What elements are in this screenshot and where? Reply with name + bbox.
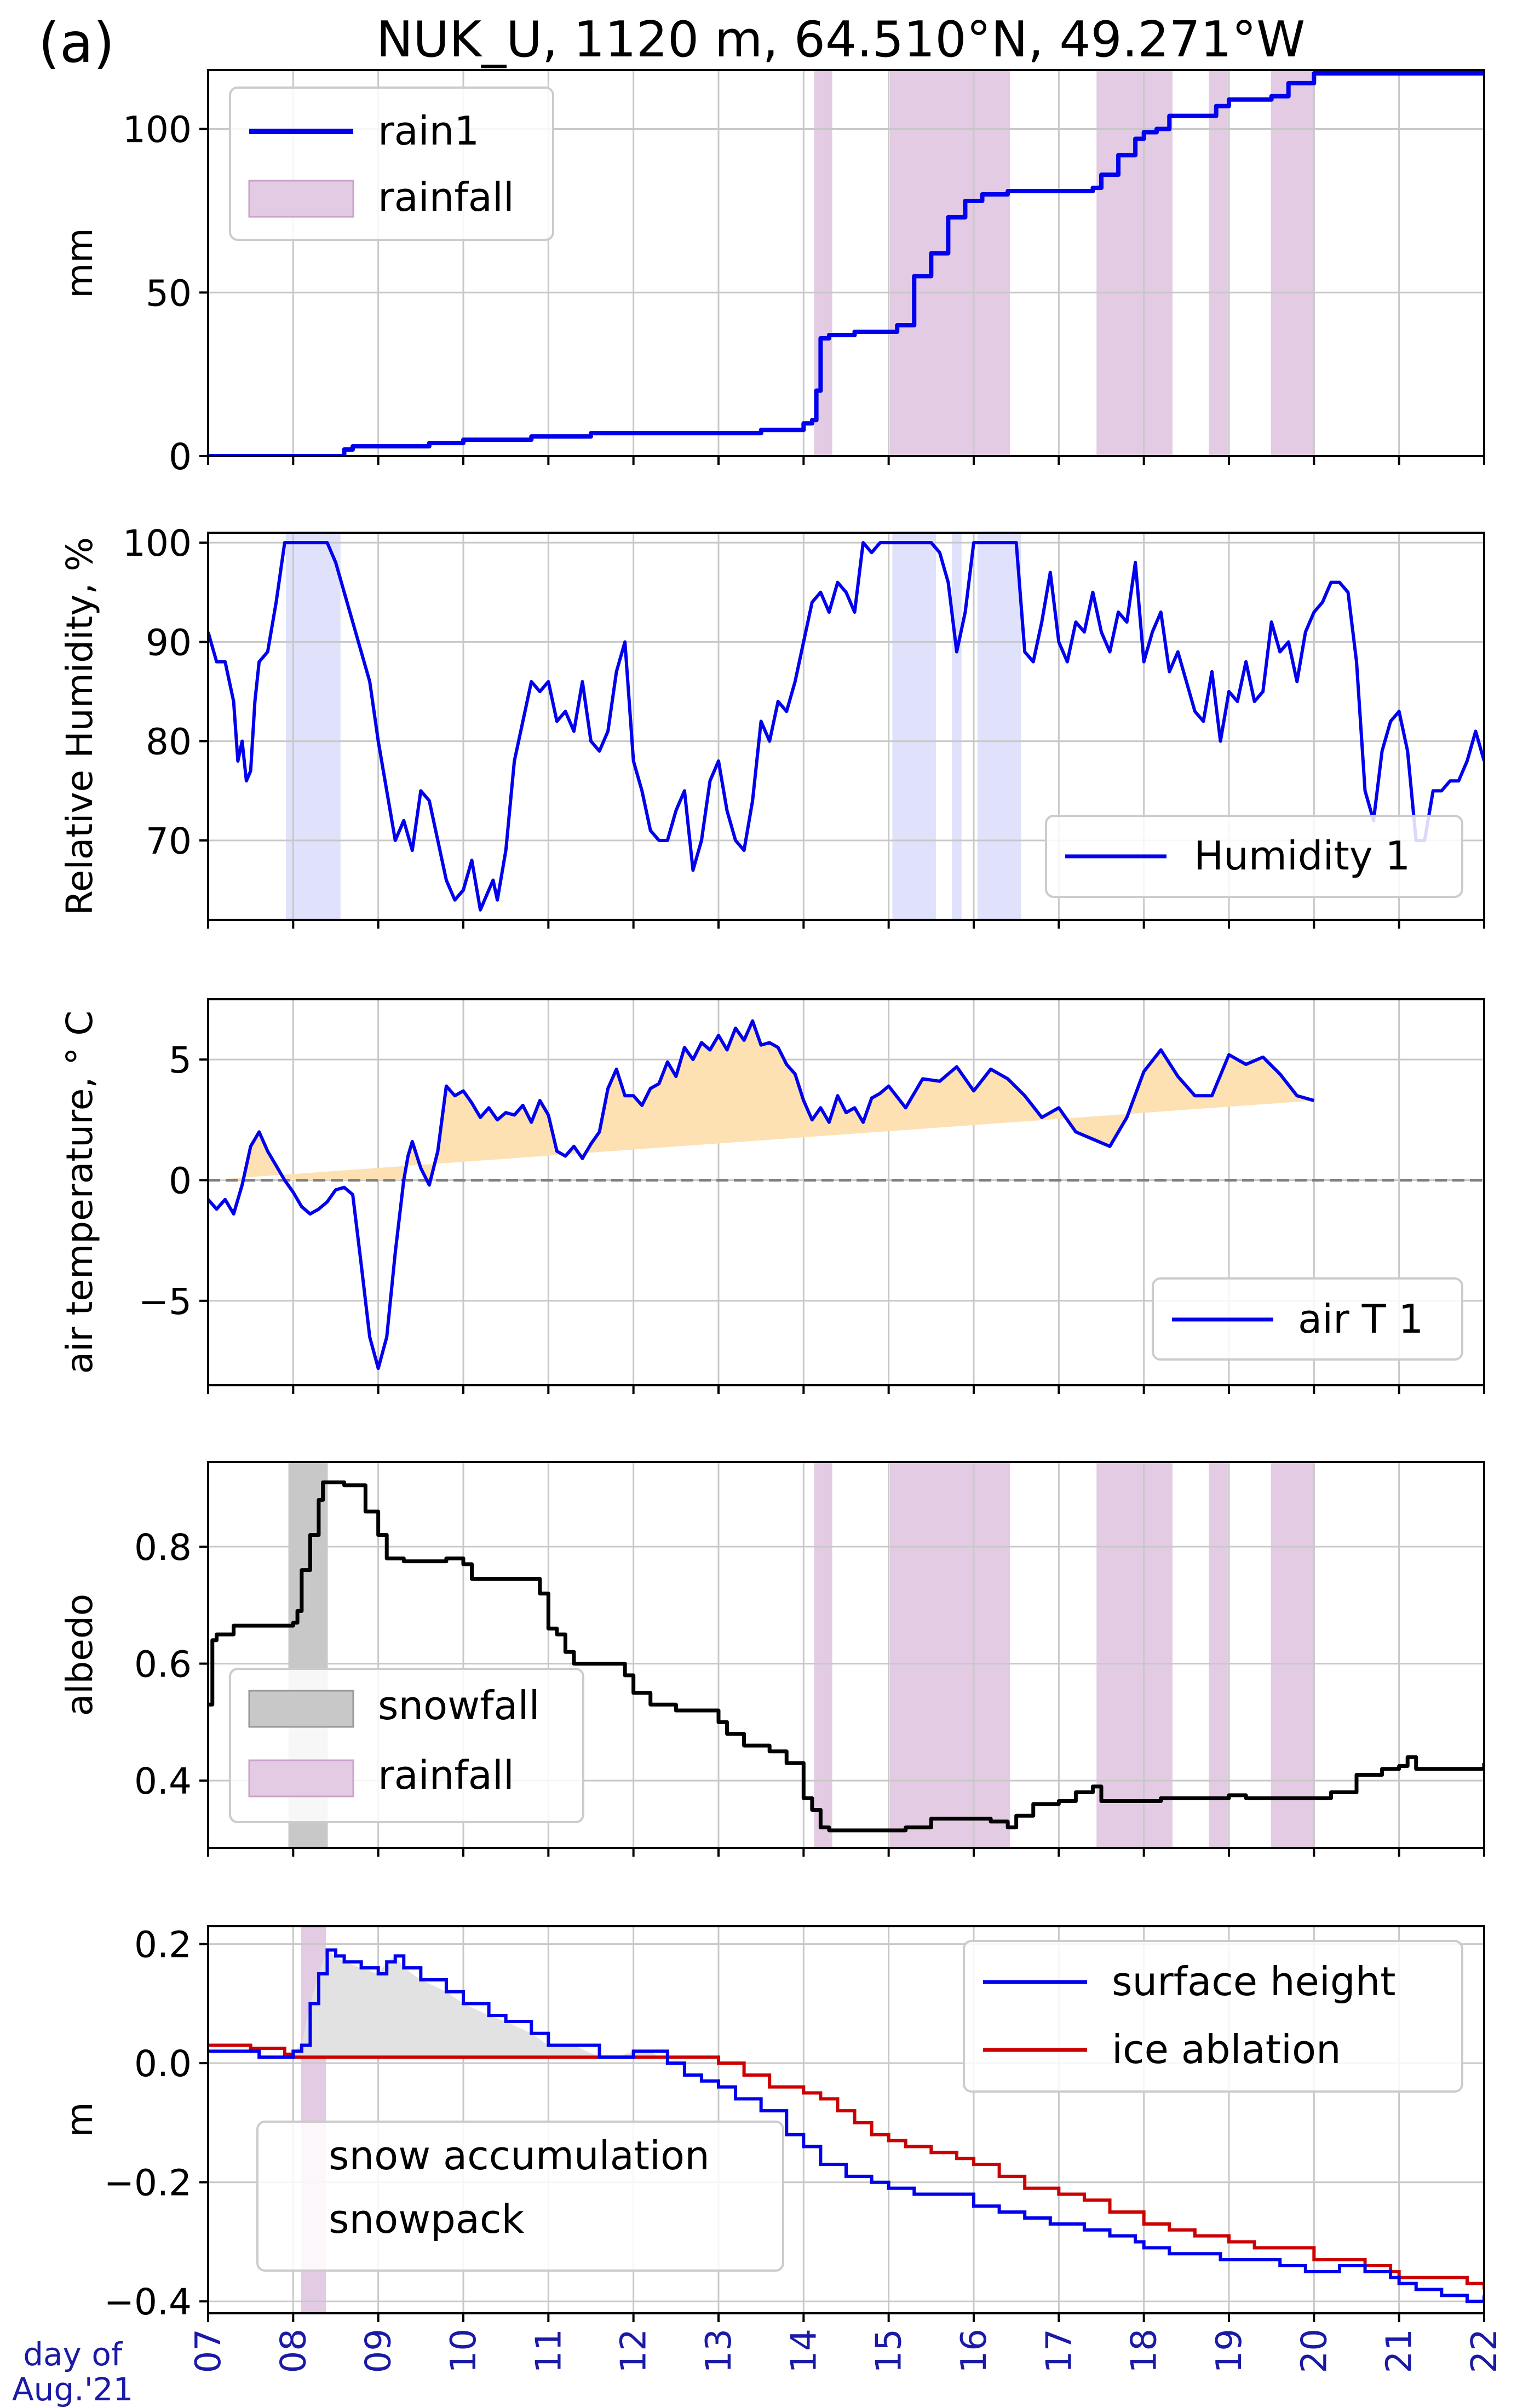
x-tick-label: 07 [188,2329,229,2373]
panel-label: (a) [38,11,115,75]
y-tick-label: 5 [169,1039,192,1081]
legend-label-rain1: rain1 [378,108,479,154]
y-tick-label: 70 [146,820,192,862]
series-line-humidity-1 [208,541,1484,912]
y-tick-label: 0 [169,436,192,478]
x-tick-label: 22 [1464,2329,1505,2373]
legend-box-2 [256,2121,784,2272]
x-tick-label: 19 [1209,2329,1250,2373]
legend-label-air-t-1: air T 1 [1298,1296,1423,1342]
y-tick-label: −5 [139,1281,192,1323]
y-axis-label: Relative Humidity, % [59,537,101,915]
figure-title: NUK_U, 1120 m, 64.510°N, 49.271°W [376,11,1306,68]
shaded-span [1271,70,1315,456]
y-axis-label: albedo [59,1594,101,1716]
y-tick-label: 100 [123,522,192,564]
series-line-air-t-1 [208,1019,1315,1370]
y-tick-label: 0 [169,1160,192,1202]
legend-label-surface-height: surface height [1112,1958,1395,2004]
x-tick-label: 11 [528,2329,569,2373]
legend-label-rainfall: rainfall [378,174,514,220]
panel-1-frame [207,69,1485,457]
legend-label-snowpack: snowpack [329,2196,524,2242]
x-tick-label: 10 [444,2329,484,2373]
series-line-ice-ablation [208,2043,1484,2290]
series-line-surface-height [208,1948,1484,2303]
rainfall-span [814,1462,832,1848]
legend-swatch-rainfall [248,1759,354,1798]
legend-label-humidity-1: Humidity 1 [1194,833,1410,879]
x-tick-label: 18 [1124,2329,1165,2373]
y-tick-label: 0.6 [134,1644,192,1686]
rainfall-span [889,1462,1010,1848]
shaded-span [1096,70,1173,456]
panel-1-plot-area [208,70,1484,456]
x-tick-label: 20 [1294,2329,1335,2373]
panel-5-frame [207,1925,1485,2314]
x-corner-label-line1: day of [23,2336,123,2373]
x-tick-label: 14 [784,2329,824,2373]
legend-label-snow-accumulation: snow accumulation [329,2133,710,2179]
y-tick-label: −0.2 [104,2162,192,2204]
panel-3-plot-area [208,999,1484,1385]
x-tick-label: 21 [1380,2329,1420,2373]
rainfall-span [1271,1462,1315,1848]
x-tick-label: 13 [699,2329,739,2373]
x-tick-label: 09 [359,2329,399,2373]
y-axis-label: mm [59,228,101,298]
y-tick-label: 0.4 [134,1760,192,1802]
legend-label-rainfall: rainfall [378,1752,514,1798]
y-tick-label: 90 [146,621,192,664]
legend-box [1045,815,1463,898]
legend-swatch-snowfall [248,1690,354,1728]
y-tick-label: 50 [146,272,192,314]
panel-2-frame [207,532,1485,921]
y-tick-label: 0.8 [134,1526,192,1569]
panel-4-frame [207,1461,1485,1849]
x-tick-label: 12 [614,2329,654,2373]
warm-fill-area [208,1021,1314,1180]
series-line-albedo [208,1480,1484,1833]
panel-2-plot-area [208,533,1484,920]
legend-box [1152,1277,1463,1361]
series-line-rain1 [208,71,1484,456]
y-tick-label: 0.2 [134,1924,192,1966]
x-tick-label: 17 [1039,2329,1079,2373]
legend-swatch-rainfall [248,180,354,218]
x-corner-label-line2: Aug.'21 [12,2371,134,2408]
rainfall-span [1209,1462,1228,1848]
legend-box [963,1940,1463,2093]
x-tick-label: 08 [273,2329,314,2373]
x-tick-label: 16 [954,2329,995,2373]
panel-3-frame [207,998,1485,1386]
y-tick-label: 0.0 [134,2043,192,2085]
y-tick-label: 80 [146,721,192,763]
shaded-span [977,533,1021,920]
y-axis-label: air temperature, ° C [59,1011,101,1374]
shaded-span [892,533,936,920]
snowpack-fill [293,1950,706,2061]
shaded-span [952,533,962,920]
legend-label-snowfall: snowfall [378,1683,540,1729]
legend-label-ice-ablation: ice ablation [1112,2026,1341,2072]
rainfall-span [1096,1462,1173,1848]
y-tick-label: 100 [123,109,192,151]
shaded-span [1209,70,1228,456]
x-tick-label: 15 [869,2329,910,2373]
shaded-span [285,533,341,920]
y-tick-label: −0.4 [104,2281,192,2323]
shaded-span [889,70,1010,456]
y-axis-label: m [59,2102,101,2137]
x-corner-label: day of Aug.'21 [12,2337,133,2407]
